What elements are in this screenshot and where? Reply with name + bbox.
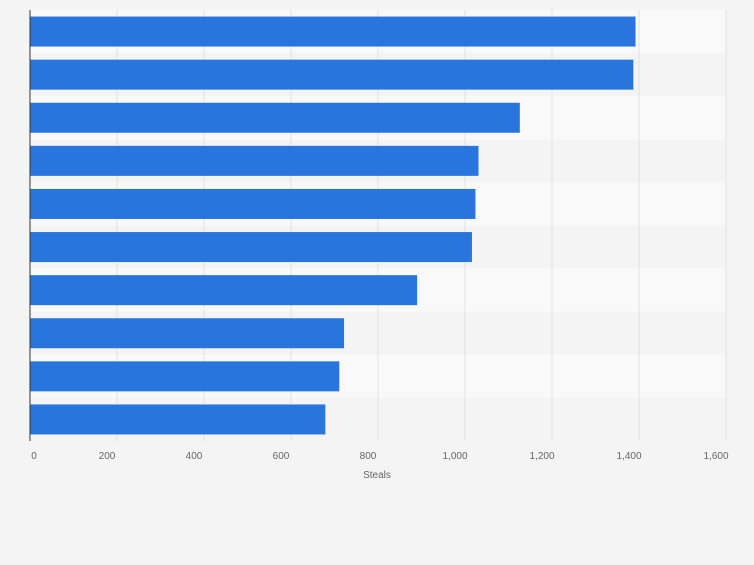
bar[interactable] <box>30 361 340 392</box>
x-tick-label: 1,400 <box>616 451 641 462</box>
bars <box>30 16 636 435</box>
bar[interactable] <box>30 59 634 90</box>
x-tick-label: 1,200 <box>529 451 554 462</box>
bar[interactable] <box>30 145 479 176</box>
x-tick-label: 200 <box>99 451 116 462</box>
bar[interactable] <box>30 404 326 435</box>
bar[interactable] <box>30 188 476 219</box>
x-tick-label: 1,000 <box>442 451 467 462</box>
x-tick-label: 0 <box>31 451 37 462</box>
bar[interactable] <box>30 232 472 263</box>
x-axis-label: Steals <box>363 470 391 481</box>
x-tick-label: 600 <box>273 451 290 462</box>
x-tick-label: 1,600 <box>703 451 728 462</box>
x-tick-label: 400 <box>186 451 203 462</box>
bar[interactable] <box>30 16 636 47</box>
bar[interactable] <box>30 102 520 133</box>
bar[interactable] <box>30 318 345 349</box>
bar[interactable] <box>30 275 418 306</box>
x-tick-label: 800 <box>360 451 377 462</box>
x-axis-tick-labels: 0 200 400 600 800 1,000 1,200 1,400 1,600 <box>31 451 729 462</box>
